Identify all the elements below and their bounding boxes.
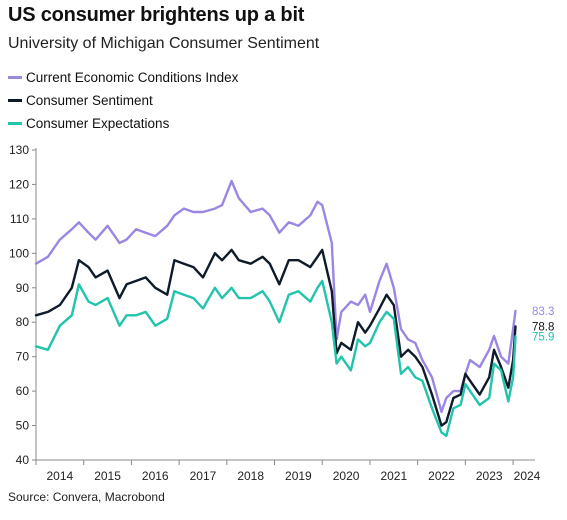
x-tick-label: 2016 xyxy=(142,469,169,483)
legend-item-consumer-expectations: Consumer Expectations xyxy=(8,112,238,135)
x-tick-label: 2022 xyxy=(428,469,455,483)
legend: Current Economic Conditions Index Consum… xyxy=(8,66,238,135)
legend-swatch-current-conditions xyxy=(8,76,22,79)
end-value-label-consumer-expectations: 75.9 xyxy=(532,331,554,343)
legend-label-consumer-sentiment: Consumer Sentiment xyxy=(26,93,153,108)
x-tick-label: 2019 xyxy=(285,469,312,483)
legend-swatch-consumer-expectations xyxy=(8,122,22,125)
x-tick-label: 2024 xyxy=(514,469,541,483)
x-tick-label: 2015 xyxy=(94,469,121,483)
y-tick-label: 70 xyxy=(16,350,30,364)
x-tick-label: 2017 xyxy=(190,469,217,483)
source-note: Source: Convera, Macrobond xyxy=(8,490,165,504)
x-tick-label: 2014 xyxy=(47,469,74,483)
y-tick-label: 100 xyxy=(9,246,29,260)
y-tick-label: 80 xyxy=(16,315,30,329)
y-tick-label: 110 xyxy=(10,212,29,226)
y-tick-label: 120 xyxy=(9,177,29,191)
x-tick-label: 2023 xyxy=(476,469,503,483)
series-line-consumer-sentiment xyxy=(34,248,517,427)
legend-swatch-consumer-sentiment xyxy=(8,99,22,102)
y-tick-label: 130 xyxy=(9,143,29,157)
x-tick-label: 2020 xyxy=(333,469,360,483)
legend-item-current-conditions: Current Economic Conditions Index xyxy=(8,66,238,89)
end-value-label-current-economic-conditions-index: 83.3 xyxy=(532,306,554,318)
legend-label-consumer-expectations: Consumer Expectations xyxy=(26,116,170,131)
chart-title: US consumer brightens up a bit xyxy=(8,4,305,26)
series-line-current-economic-conditions-index xyxy=(34,179,517,413)
y-tick-label: 90 xyxy=(16,281,30,295)
x-tick-label: 2018 xyxy=(237,469,264,483)
y-tick-label: 40 xyxy=(16,453,30,467)
chart-subtitle: University of Michigan Consumer Sentimen… xyxy=(8,35,320,52)
legend-item-consumer-sentiment: Consumer Sentiment xyxy=(8,89,238,112)
y-tick-label: 60 xyxy=(16,384,30,398)
x-tick-label: 2021 xyxy=(380,469,407,483)
series-line-consumer-expectations xyxy=(34,279,517,438)
legend-label-current-conditions: Current Economic Conditions Index xyxy=(26,70,239,85)
y-tick-label: 50 xyxy=(16,419,30,433)
end-value-label-consumer-sentiment: 78.8 xyxy=(532,321,554,333)
